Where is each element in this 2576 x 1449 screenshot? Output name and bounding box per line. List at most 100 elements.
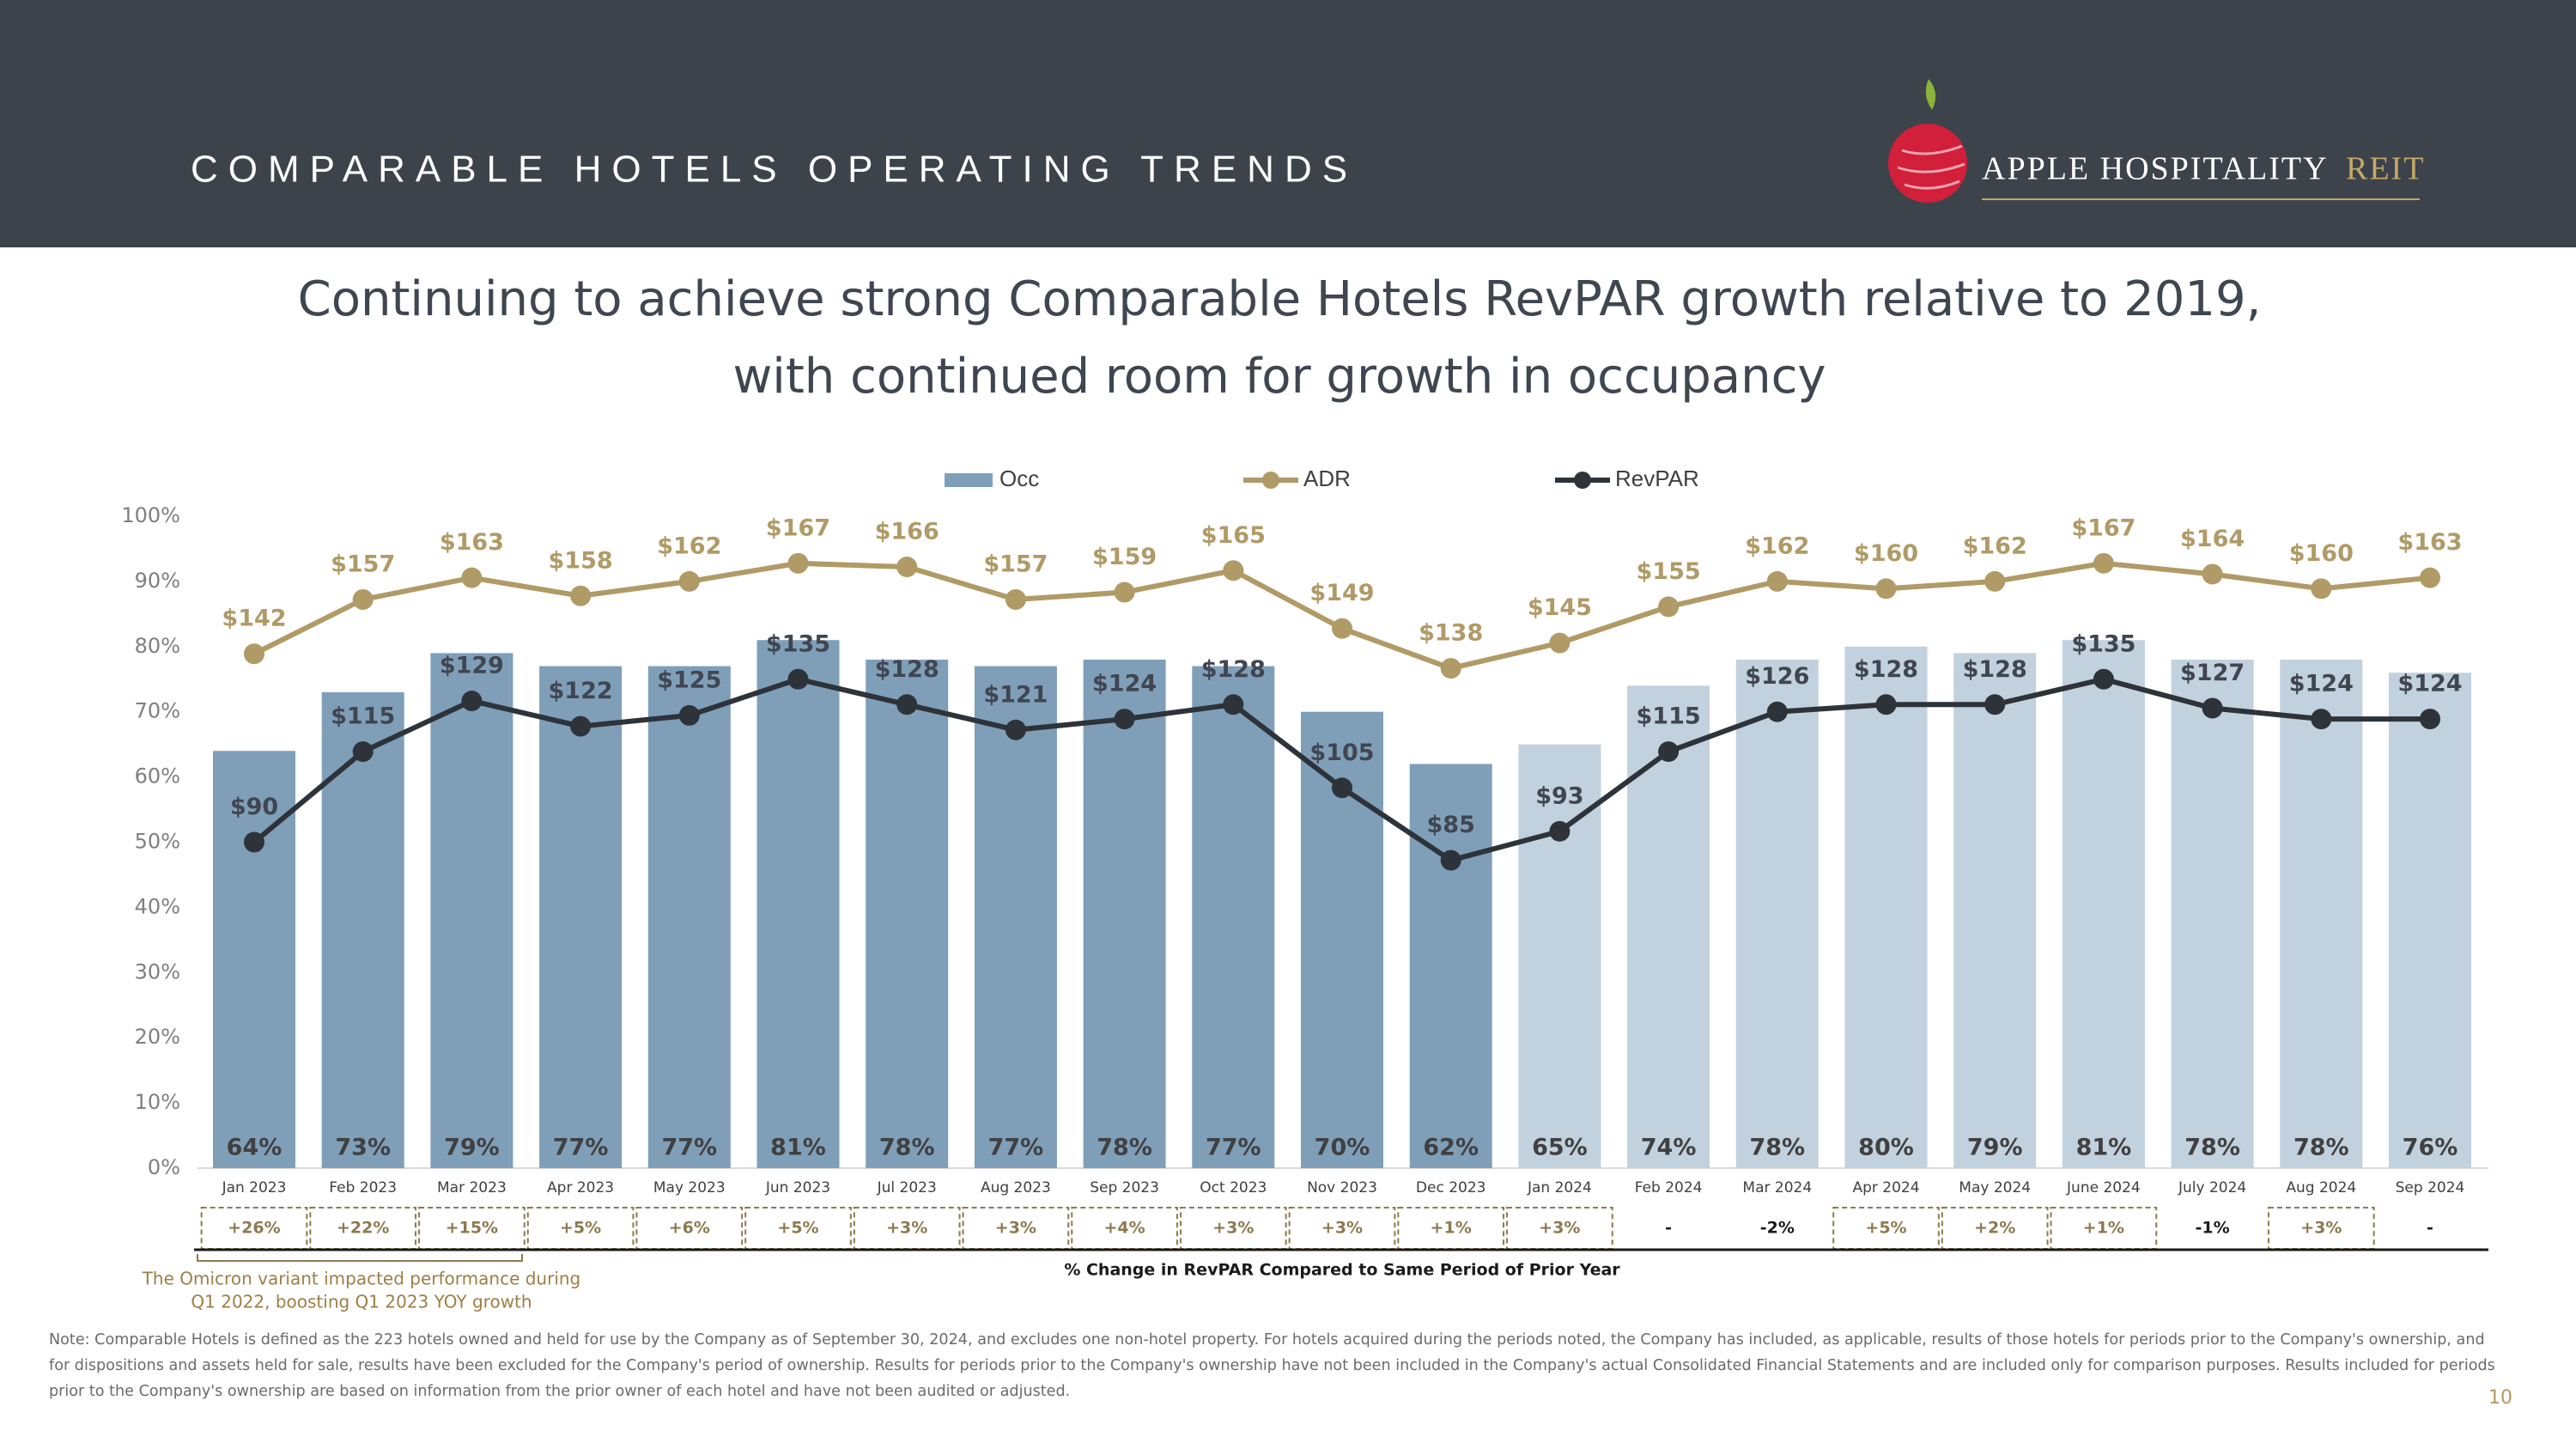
header-title: COMPARABLE HOTELS OPERATING TRENDS xyxy=(191,149,1358,191)
line-marker xyxy=(1658,596,1680,618)
change-label: - xyxy=(2427,1219,2433,1238)
x-tick-label: Aug 2024 xyxy=(2286,1179,2356,1196)
bar-value-label: 81% xyxy=(2076,1135,2132,1161)
bar xyxy=(1627,685,1710,1168)
line-marker xyxy=(787,668,809,690)
change-label: +1% xyxy=(1431,1219,1472,1238)
x-tick-label: Aug 2023 xyxy=(981,1179,1051,1196)
bar-value-label: 73% xyxy=(335,1135,391,1161)
line-value-label: $85 xyxy=(1427,812,1475,838)
line-value-label: $158 xyxy=(549,547,613,574)
line-marker xyxy=(352,741,374,763)
logo-name: APPLE HOSPITALITY xyxy=(1982,151,2329,187)
legend-swatch xyxy=(945,473,993,487)
line-value-label: $162 xyxy=(1963,533,2027,559)
line-marker xyxy=(461,567,483,588)
bar-value-label: 79% xyxy=(444,1135,500,1161)
change-label: -2% xyxy=(1760,1219,1795,1238)
y-tick-label: 20% xyxy=(135,1025,180,1049)
x-tick-label: Nov 2023 xyxy=(1307,1179,1377,1196)
bar-value-label: 78% xyxy=(2293,1135,2349,1161)
bar xyxy=(647,666,731,1168)
legend-swatch xyxy=(1574,472,1591,489)
logo-apple xyxy=(1888,124,1967,203)
line-value-label: $128 xyxy=(1854,656,1918,683)
bar-value-label: 78% xyxy=(2184,1135,2240,1161)
change-label: - xyxy=(1665,1219,1672,1238)
footnote: for dispositions and assets held for sal… xyxy=(49,1357,2495,1374)
bar xyxy=(1409,764,1492,1168)
change-label: +4% xyxy=(1104,1219,1145,1238)
change-label: +26% xyxy=(228,1219,280,1238)
line-value-label: $160 xyxy=(1854,540,1918,567)
x-tick-label: July 2024 xyxy=(2178,1179,2246,1196)
change-caption: % Change in RevPAR Compared to Same Peri… xyxy=(1064,1261,1620,1280)
bar-value-label: 77% xyxy=(1206,1135,1261,1161)
logo-leaf xyxy=(1925,79,1936,110)
line-value-label: $115 xyxy=(1637,703,1701,730)
line-marker xyxy=(1875,694,1897,715)
y-tick-label: 60% xyxy=(135,764,180,788)
bar-value-label: 78% xyxy=(1749,1135,1805,1161)
y-tick-label: 100% xyxy=(121,503,180,527)
bar-value-label: 79% xyxy=(1967,1135,2023,1161)
bar-value-label: 74% xyxy=(1641,1135,1697,1161)
line-value-label: $105 xyxy=(1309,740,1374,766)
y-tick-label: 50% xyxy=(135,830,180,854)
bar xyxy=(1844,646,1928,1168)
line-value-label: $115 xyxy=(331,703,395,730)
line-marker xyxy=(2202,563,2223,585)
x-tick-label: Jun 2023 xyxy=(765,1179,830,1196)
bar-value-label: 65% xyxy=(1532,1135,1588,1161)
x-tick-label: Jul 2023 xyxy=(877,1179,937,1196)
line-value-label: $135 xyxy=(2071,630,2136,657)
x-tick-label: Sep 2023 xyxy=(1090,1179,1159,1196)
line-value-label: $159 xyxy=(1092,544,1157,570)
change-label: +2% xyxy=(1974,1219,2015,1238)
x-tick-label: Mar 2024 xyxy=(1742,1179,1812,1196)
y-tick-label: 0% xyxy=(148,1155,180,1179)
line-value-label: $125 xyxy=(657,667,721,693)
line-marker xyxy=(1114,581,1135,603)
x-tick-label: Apr 2024 xyxy=(1852,1179,1919,1196)
line-marker xyxy=(1984,694,2006,715)
line-value-label: $167 xyxy=(2071,514,2136,541)
line-value-label: $145 xyxy=(1528,594,1592,621)
line-marker xyxy=(1005,588,1026,610)
line-marker xyxy=(787,552,809,574)
page-number: 10 xyxy=(2488,1387,2512,1409)
line-value-label: $135 xyxy=(766,630,830,657)
line-marker xyxy=(896,557,918,578)
line-marker xyxy=(1440,849,1461,871)
line-marker xyxy=(1223,694,1244,715)
change-label: +5% xyxy=(1865,1219,1906,1238)
annotation: Q1 2022, boosting Q1 2023 YOY growth xyxy=(191,1292,532,1312)
line-value-label: $163 xyxy=(440,529,504,556)
x-tick-label: Mar 2023 xyxy=(437,1179,507,1196)
bar xyxy=(2062,640,2145,1168)
line-value-label: $163 xyxy=(2397,529,2462,556)
change-label: +3% xyxy=(995,1219,1036,1238)
x-tick-label: Dec 2023 xyxy=(1416,1179,1486,1196)
bar xyxy=(1192,666,1275,1168)
line-marker xyxy=(461,691,483,712)
change-label: +5% xyxy=(560,1219,601,1238)
line-marker xyxy=(244,831,264,853)
chart-title: with continued room for growth in occupa… xyxy=(732,349,1826,405)
line-marker xyxy=(1549,820,1571,842)
bar xyxy=(756,640,840,1168)
change-label: +22% xyxy=(337,1219,389,1238)
line-value-label: $128 xyxy=(1963,656,2027,683)
y-tick-label: 40% xyxy=(135,894,180,918)
line-value-label: $128 xyxy=(1201,656,1266,683)
line-marker xyxy=(1766,701,1788,722)
line-value-label: $162 xyxy=(657,533,721,559)
bar-value-label: 76% xyxy=(2403,1135,2458,1161)
logo-suffix: REIT xyxy=(2346,151,2425,187)
line-value-label: $165 xyxy=(1201,522,1266,549)
bar-value-label: 80% xyxy=(1858,1135,1914,1161)
bar-value-label: 78% xyxy=(1097,1135,1152,1161)
bar xyxy=(2171,659,2254,1168)
line-marker xyxy=(2420,567,2440,588)
x-tick-label: Feb 2023 xyxy=(329,1179,397,1196)
